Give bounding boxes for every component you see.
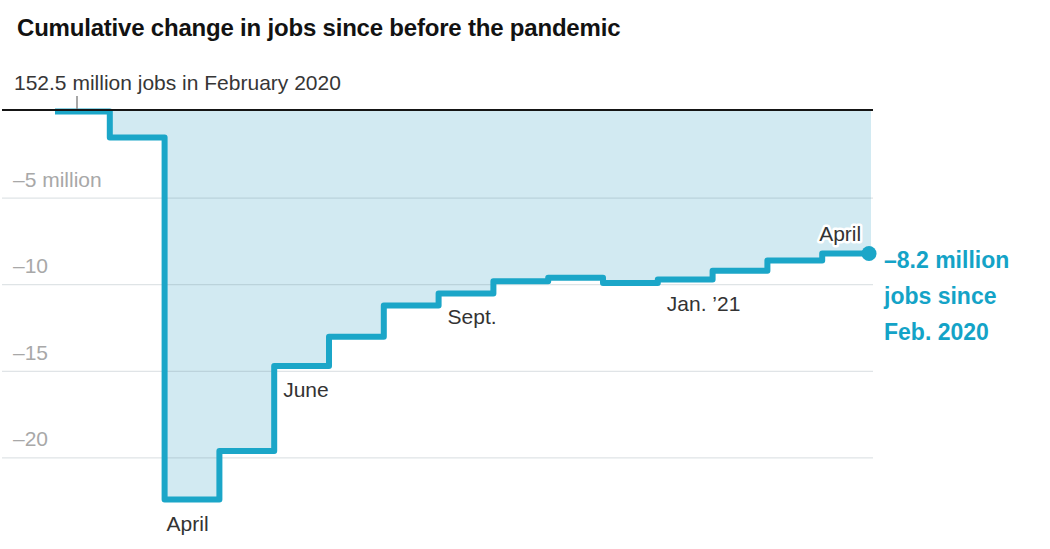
month-label-sept-: Sept.	[448, 305, 497, 328]
end-annotation-line-1: –8.2 million	[884, 242, 1009, 278]
jobs-chart-figure: Cumulative change in jobs since before t…	[0, 0, 1050, 549]
end-value-annotation: –8.2 million jobs since Feb. 2020	[884, 242, 1009, 350]
month-label-april: April	[167, 512, 209, 535]
month-label-june: June	[283, 378, 329, 401]
end-annotation-line-2: jobs since	[884, 278, 1009, 314]
month-label-jan-21: Jan. ’21	[667, 292, 741, 315]
y-tick-label--15: –15	[13, 341, 48, 364]
end-annotation-line-3: Feb. 2020	[884, 314, 1009, 350]
y-tick-label--20: –20	[13, 427, 48, 450]
end-point-dot	[862, 246, 877, 261]
y-tick-label--5: –5 million	[13, 168, 102, 191]
y-axis-tick-labels: –5 million –10 –15 –20	[13, 168, 102, 451]
y-tick-label--10: –10	[13, 254, 48, 277]
month-label-april: April	[819, 222, 861, 245]
